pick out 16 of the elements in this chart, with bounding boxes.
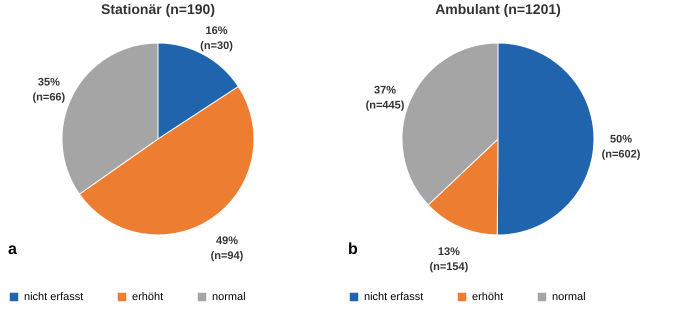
data-label: 35% (n=66)	[32, 76, 66, 104]
legend-label: normal	[552, 291, 586, 303]
legend-label: nicht erfasst	[364, 291, 424, 303]
chart-title: Ambulant (n=1201)	[435, 1, 561, 17]
legend-label: erhöht	[132, 291, 164, 303]
text: a	[8, 241, 17, 258]
data-label: 37% (n=445)	[366, 84, 405, 112]
data-label: 50% (n=602)	[602, 133, 641, 160]
legend-label: nicht erfasst	[24, 291, 84, 303]
data-label: 16% (n=30)	[200, 24, 234, 52]
text: b	[348, 241, 358, 258]
data-label: 49% (n=94)	[210, 234, 244, 262]
legend-label: normal	[212, 291, 246, 303]
legend-label: erhöht	[472, 291, 504, 303]
data-label: 13% (n=154)	[429, 246, 469, 273]
chart-title: Stationär (n=190)	[101, 1, 215, 17]
